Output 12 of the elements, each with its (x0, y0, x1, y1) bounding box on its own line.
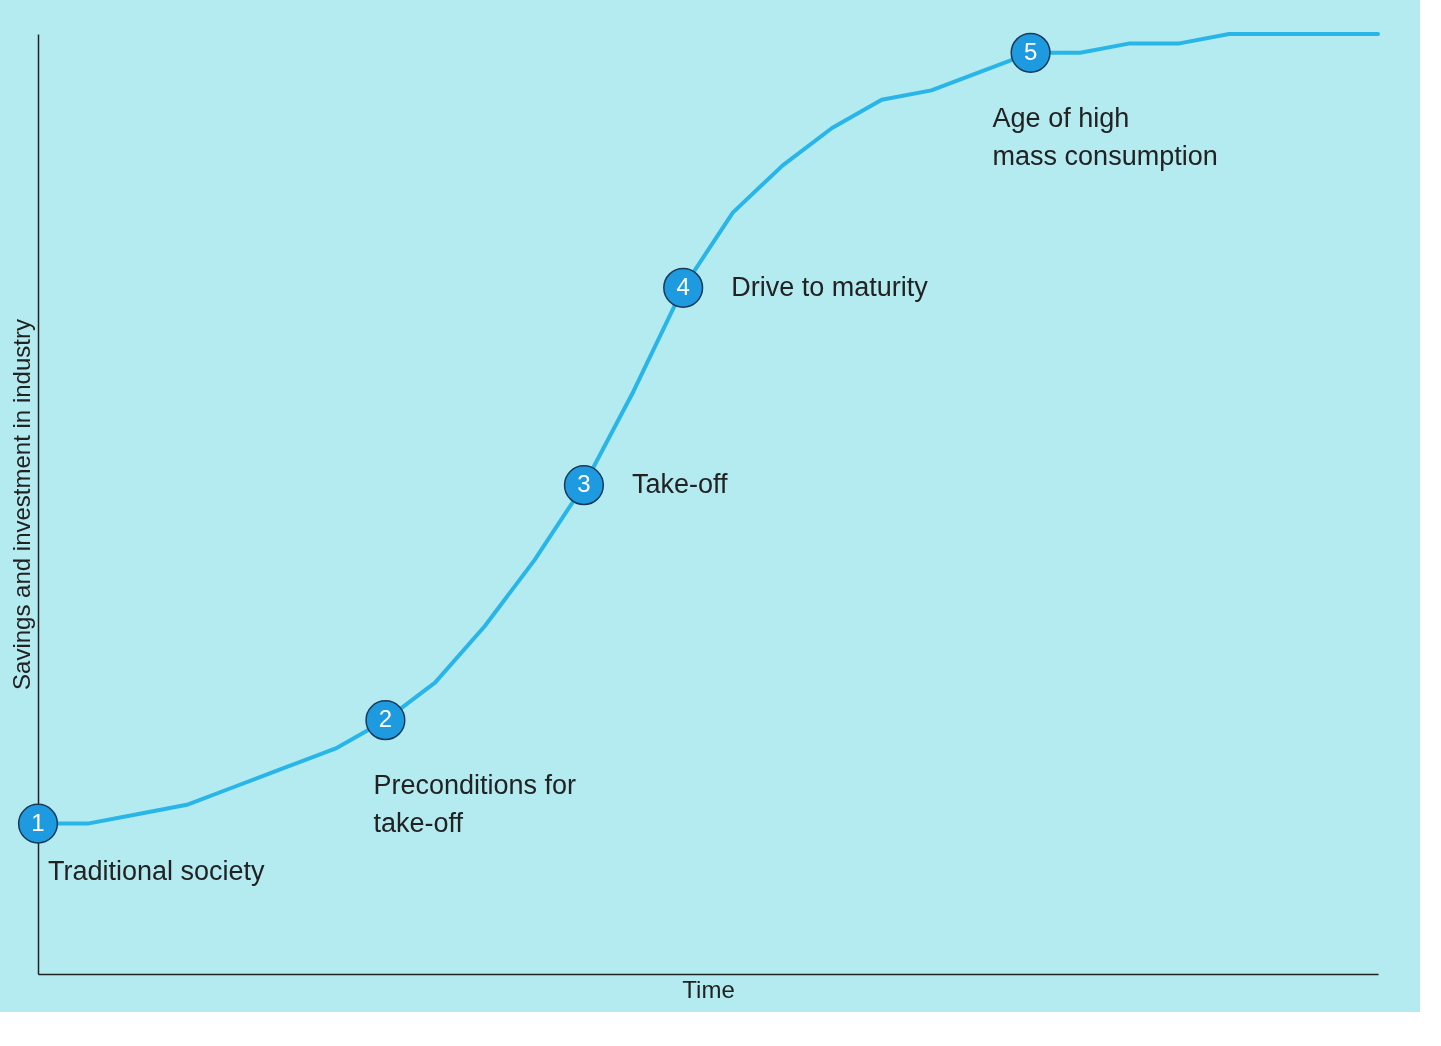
annotation: Drive to maturity (731, 271, 929, 302)
annotation: 3 (577, 470, 591, 498)
annotation: Traditional society (48, 855, 266, 886)
x-axis-title: Time (682, 975, 735, 1003)
annotation: 5 (1023, 37, 1038, 65)
y-axis-title: Savings and investment in industry (7, 319, 35, 690)
annotation: 1 (31, 808, 45, 836)
annotation: Take-off (631, 469, 728, 500)
annotation: 2 (378, 705, 393, 733)
annotation: Preconditions for take-off (373, 770, 577, 839)
annotation: Age of high mass consumption (992, 102, 1218, 171)
annotation: 4 (676, 272, 690, 300)
